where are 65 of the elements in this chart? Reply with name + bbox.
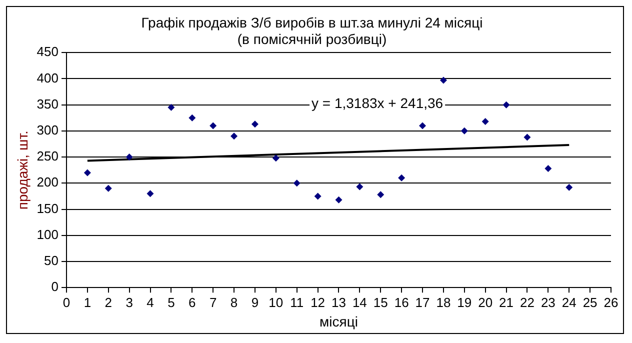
y-tick-label: 300 — [36, 122, 58, 138]
point — [482, 118, 489, 126]
point — [398, 174, 406, 182]
point — [566, 184, 573, 191]
y-tick-label: 150 — [36, 200, 58, 216]
x-tick-label: 5 — [168, 294, 175, 310]
point — [126, 154, 133, 161]
x-tick-label: 23 — [540, 294, 556, 310]
x-tick-label: 7 — [209, 294, 217, 310]
point — [104, 184, 112, 192]
annotation: y = 1,3183x + 241,36 — [312, 95, 444, 112]
x-tick-label: 9 — [251, 294, 259, 310]
point — [502, 101, 510, 108]
point — [146, 190, 154, 198]
x-tick-label: 10 — [268, 294, 284, 310]
point — [293, 180, 300, 187]
point — [524, 134, 531, 141]
y-tick-label: 100 — [36, 226, 58, 242]
x-tick-label: 6 — [188, 294, 196, 310]
point — [440, 76, 447, 84]
point — [84, 169, 91, 176]
point — [419, 122, 426, 130]
x-tick-label: 25 — [582, 294, 598, 310]
point — [168, 104, 175, 111]
point — [251, 120, 258, 128]
y-tick-label: 450 — [36, 44, 58, 60]
point — [272, 154, 280, 162]
point — [210, 122, 217, 130]
y-tick-label: 200 — [36, 174, 58, 190]
x-tick-label: 17 — [415, 294, 430, 310]
x-tick-label: 8 — [230, 294, 238, 310]
y-tick-label: 400 — [36, 70, 58, 86]
x-tick-label: 24 — [562, 294, 576, 310]
x-tick-label: 16 — [394, 294, 409, 310]
point — [544, 165, 552, 172]
y-tick-label: 0 — [51, 279, 58, 294]
x-tick-label: 12 — [310, 294, 326, 310]
x-tick-label: 1 — [84, 294, 92, 310]
x-tick-label: 11 — [290, 294, 304, 310]
point — [460, 127, 468, 134]
x-tick-label: 3 — [126, 294, 133, 310]
x-tick-label: 22 — [520, 294, 534, 310]
y-tick-label: 350 — [36, 96, 58, 112]
x-tick-label: 13 — [332, 294, 346, 310]
point — [230, 132, 238, 140]
point — [335, 196, 342, 204]
y-axis-title: продажі, шт. — [14, 130, 30, 210]
x-axis-title: місяці — [320, 313, 358, 330]
x-tick-label: 0 — [62, 294, 70, 310]
point — [188, 114, 196, 122]
y-tick-label: 50 — [44, 253, 58, 268]
x-tick-label: 21 — [499, 294, 514, 310]
x-tick-label: 15 — [373, 294, 388, 310]
point — [356, 183, 364, 190]
point — [377, 191, 384, 198]
x-tick-label: 4 — [146, 294, 154, 310]
point — [314, 192, 322, 200]
y-tick-label: 250 — [36, 148, 58, 164]
x-tick-label: 20 — [478, 294, 493, 310]
x-tick-label: 19 — [457, 294, 472, 310]
chart-title: Графік продажів З/б виробів в шт.за минулі 24 місяці (в помісячній розбивці) — [141, 14, 483, 48]
x-tick-label: 26 — [604, 294, 618, 310]
x-tick-label: 18 — [436, 294, 451, 310]
x-tick-label: 2 — [104, 294, 112, 310]
x-tick-label: 14 — [352, 294, 367, 310]
